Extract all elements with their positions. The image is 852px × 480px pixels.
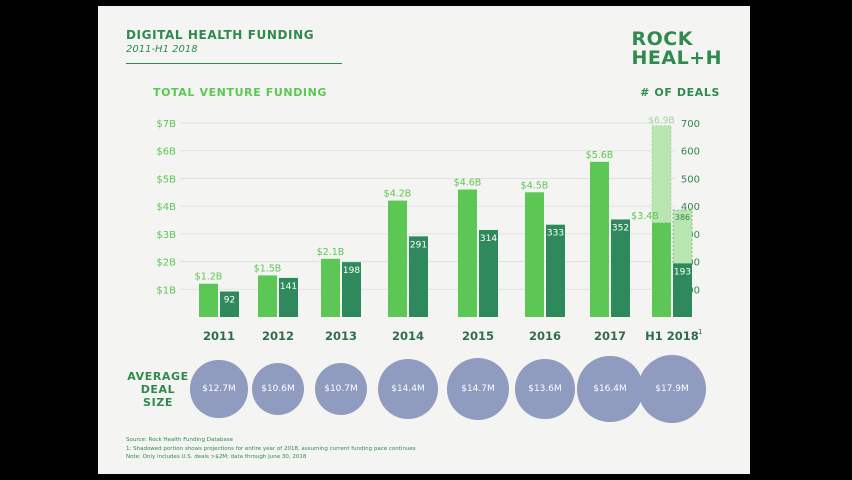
deals-data-label: 291 [410, 240, 427, 250]
funding-tick-label: $6B [156, 147, 176, 158]
deals-data-label: 352 [612, 223, 629, 233]
projection-funding-bar [651, 125, 672, 224]
deals-data-label: 193 [674, 268, 691, 278]
footnotes: Source: Rock Health Funding Database 1: … [126, 436, 416, 462]
deals-tick-label: 400 [681, 202, 700, 213]
funding-data-label: $1.2B [195, 272, 223, 283]
slide: DIGITAL HEALTH FUNDING 2011-H1 2018 ROCK… [98, 6, 750, 474]
category-footnote-marker: 1 [698, 328, 702, 336]
logo-line-1: ROCK [631, 28, 693, 50]
avg-deal-size-bubble: $10.7M [314, 362, 368, 416]
funding-tick-label: $1B [156, 285, 176, 296]
chart-title: DIGITAL HEALTH FUNDING [126, 28, 315, 42]
logo-line-2: HEAL+H [631, 47, 722, 69]
funding-data-label: $4.5B [521, 180, 549, 191]
chart-subtitle: 2011-H1 2018 [126, 44, 198, 55]
avg-deal-size-bubble: $10.6M [251, 362, 305, 416]
funding-data-label: $3.4B [631, 211, 659, 222]
category-label: 2013 [325, 329, 357, 343]
avg-deal-size-bubble: $16.4M [577, 356, 643, 422]
category-label: 2014 [392, 329, 424, 343]
funding-data-label: $4.6B [454, 178, 482, 189]
funding-bar [388, 200, 407, 317]
avg-label-line-2: DEAL [140, 383, 176, 396]
deals-data-label: 92 [224, 296, 235, 306]
funding-bar [652, 222, 671, 317]
funding-tick-label: $4B [156, 202, 176, 213]
avg-label-line-1: AVERAGE [127, 370, 189, 383]
funding-data-label: $2.1B [317, 247, 345, 258]
funding-data-label: $1.5B [254, 263, 282, 274]
avg-deal-size-bubble: $12.7M [190, 360, 248, 418]
deals-bar [479, 229, 498, 317]
funding-tick-label: $3B [156, 230, 176, 241]
deals-data-label: 141 [280, 282, 297, 292]
funding-bar [525, 192, 544, 317]
category-label: H1 2018 [645, 329, 699, 343]
category-label: 2017 [594, 329, 626, 343]
funding-tick-label: $7B [156, 119, 176, 130]
deals-data-label: 198 [343, 266, 360, 276]
category-label: 2012 [262, 329, 294, 343]
funding-bar [258, 275, 277, 317]
funding-bar [199, 283, 218, 317]
category-label: 2016 [529, 329, 561, 343]
deals-bar [611, 219, 630, 317]
funding-data-label: $5.6B [586, 150, 614, 161]
avg-label-line-3: SIZE [143, 396, 173, 409]
avg-deal-size-bubble: $13.6M [515, 359, 575, 419]
right-axis-title: # OF DEALS [640, 86, 720, 99]
deals-data-label: 314 [480, 234, 497, 244]
funding-chart: $1B$2B$3B$4B$5B$6B$7B1002003004005006007… [156, 116, 702, 343]
deals-bar [673, 263, 692, 317]
footnote-note: Note: Only includes U.S. deals >$2M; dat… [126, 454, 307, 460]
projection-funding-label: $6.9B [648, 116, 674, 126]
funding-bar [321, 258, 340, 317]
funding-data-label: $4.2B [384, 189, 412, 200]
deals-tick-label: 500 [681, 174, 700, 185]
rock-health-logo: ROCK HEAL+H [631, 30, 722, 68]
deals-bar [546, 224, 565, 317]
projection-deals-label: 386 [675, 213, 690, 222]
footnote-source: Source: Rock Health Funding Database [126, 437, 234, 443]
funding-tick-label: $5B [156, 174, 176, 185]
funding-bar [590, 161, 609, 317]
deals-bar [409, 236, 428, 317]
deals-bar [342, 262, 361, 317]
category-label: 2015 [462, 329, 494, 343]
avg-deal-size-bubble: $14.4M [377, 358, 439, 420]
deals-tick-label: 600 [681, 147, 700, 158]
category-label: 2011 [203, 329, 235, 343]
deals-tick-label: 700 [681, 119, 700, 130]
funding-tick-label: $2B [156, 258, 176, 269]
deals-bar [220, 291, 239, 317]
funding-bar [458, 189, 477, 317]
left-axis-title: TOTAL VENTURE FUNDING [153, 86, 328, 99]
average-deal-size-label: AVERAGE DEAL SIZE [118, 370, 198, 409]
footnote-projection: 1: Shadowed portion shows projections fo… [126, 445, 416, 452]
deals-bar [279, 277, 298, 317]
title-divider [126, 63, 342, 64]
avg-deal-size-bubble: $14.7M [447, 358, 509, 420]
avg-deal-size-bubble: $17.9M [638, 355, 706, 423]
deals-data-label: 333 [547, 229, 564, 239]
